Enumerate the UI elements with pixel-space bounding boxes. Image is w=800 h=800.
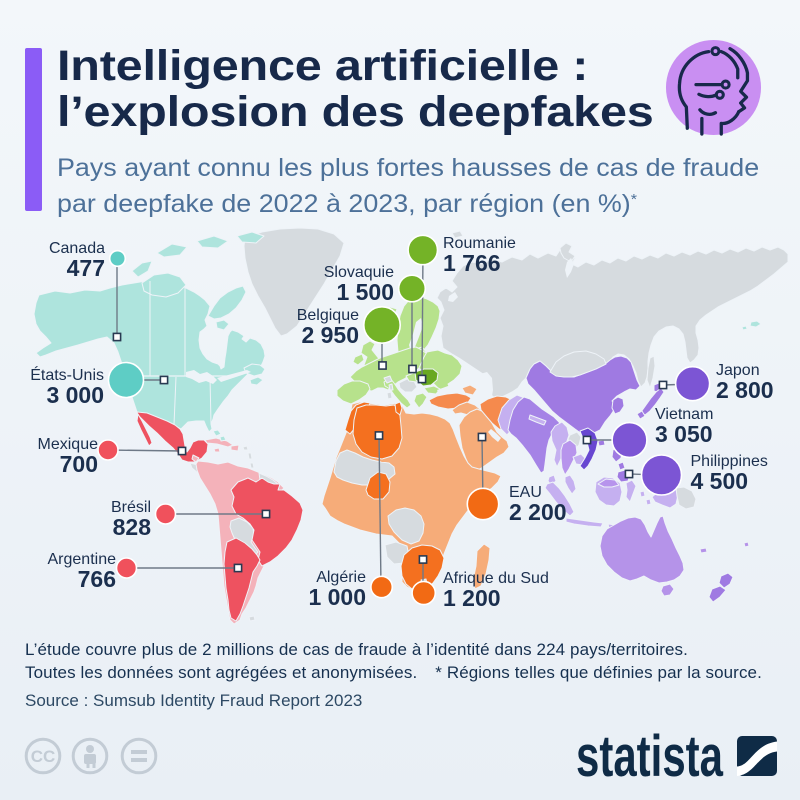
svg-text:statista: statista bbox=[576, 728, 724, 783]
svg-text:CC: CC bbox=[31, 747, 56, 766]
